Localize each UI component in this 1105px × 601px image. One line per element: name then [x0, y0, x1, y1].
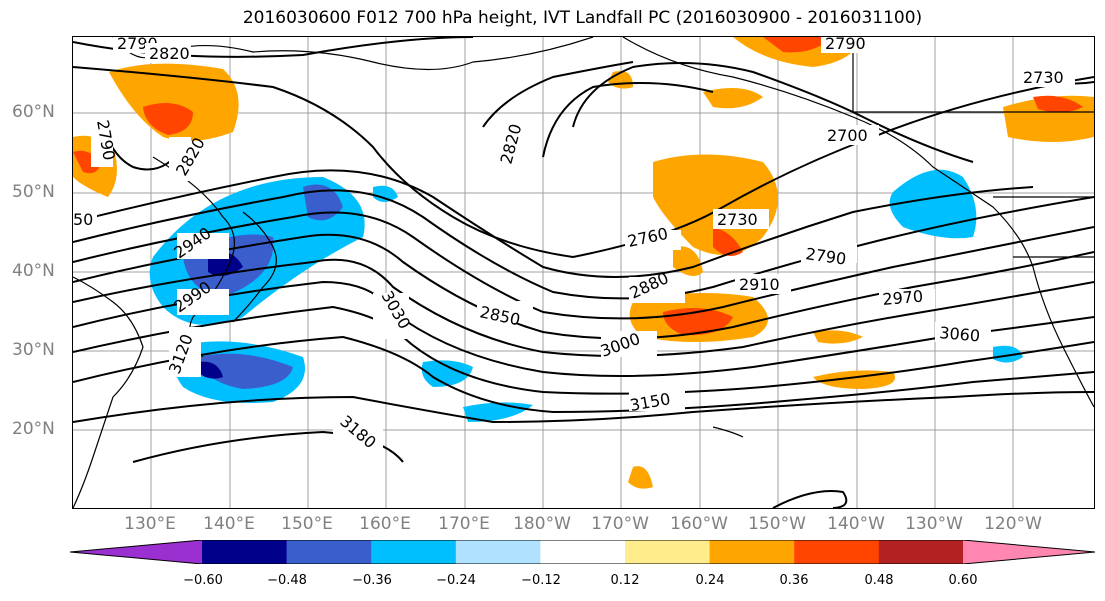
- positive-anomaly-shading: [73, 37, 1094, 489]
- lon-label: 170°E: [438, 514, 490, 534]
- lon-label: 160°E: [359, 514, 411, 534]
- height-contours: [73, 37, 1094, 508]
- colorbar-segment: [878, 540, 964, 564]
- colorbar-segment: [794, 540, 880, 564]
- colorbar-tick: −0.12: [521, 573, 561, 588]
- contour-label: 2730: [717, 210, 758, 229]
- colorbar-segments: [70, 540, 1095, 564]
- lon-label: 120°W: [984, 514, 1042, 534]
- contour-label: 2820: [149, 44, 190, 63]
- lon-label: 130°E: [124, 514, 176, 534]
- colorbar-segment: [455, 540, 541, 564]
- colorbar-segment: [625, 540, 711, 564]
- lon-label: 150°W: [748, 514, 806, 534]
- map-panel: 2790 2820 2790 2730 2700 2820 2820 2790 …: [72, 36, 1095, 509]
- colorbar: [70, 540, 1095, 564]
- colorbar-tick: 0.36: [779, 573, 809, 588]
- contour-label: 2970: [882, 287, 924, 309]
- contour-labels: 2790 2820 2790 2730 2700 2820 2820 2790 …: [73, 37, 1075, 459]
- chart-title: 2016030600 F012 700 hPa height, IVT Land…: [242, 8, 923, 28]
- lon-label: 140°W: [827, 514, 885, 534]
- lat-label: 20°N: [12, 419, 55, 439]
- colorbar-extend-min: [70, 540, 202, 564]
- colorbar-segment: [286, 540, 372, 564]
- colorbar-segment: [202, 540, 288, 564]
- colorbar-segment: [709, 540, 795, 564]
- contour-label: 50: [73, 210, 93, 229]
- lon-label: 180°W: [513, 514, 571, 534]
- colorbar-extend-max: [963, 540, 1095, 564]
- colorbar-segment: [540, 540, 626, 564]
- colorbar-tick: −0.36: [352, 573, 392, 588]
- contour-label: 2730: [1023, 68, 1064, 87]
- lon-label: 160°W: [670, 514, 728, 534]
- contour-label: 2790: [825, 37, 866, 53]
- colorbar-tick: 0.24: [695, 573, 725, 588]
- contour-label: 2700: [827, 126, 868, 145]
- colorbar-tick: 0.12: [610, 573, 640, 588]
- colorbar-tick: 0.60: [948, 573, 978, 588]
- lat-label: 60°N: [12, 102, 55, 122]
- lat-label: 30°N: [12, 340, 55, 360]
- contour-label: 2910: [739, 275, 780, 294]
- colorbar-segment: [371, 540, 457, 564]
- lon-label: 140°E: [203, 514, 255, 534]
- colorbar-tick: 0.48: [864, 573, 894, 588]
- colorbar-tick: −0.24: [436, 573, 476, 588]
- colorbar-tick: −0.48: [267, 573, 307, 588]
- lat-label: 40°N: [12, 261, 55, 281]
- lon-label: 130°W: [905, 514, 963, 534]
- lat-label: 50°N: [12, 182, 55, 202]
- contour-label: 3060: [939, 323, 981, 345]
- lon-label: 170°W: [591, 514, 649, 534]
- lon-label: 150°E: [281, 514, 333, 534]
- colorbar-tick: −0.60: [183, 573, 223, 588]
- map-canvas: 2790 2820 2790 2730 2700 2820 2820 2790 …: [73, 37, 1094, 508]
